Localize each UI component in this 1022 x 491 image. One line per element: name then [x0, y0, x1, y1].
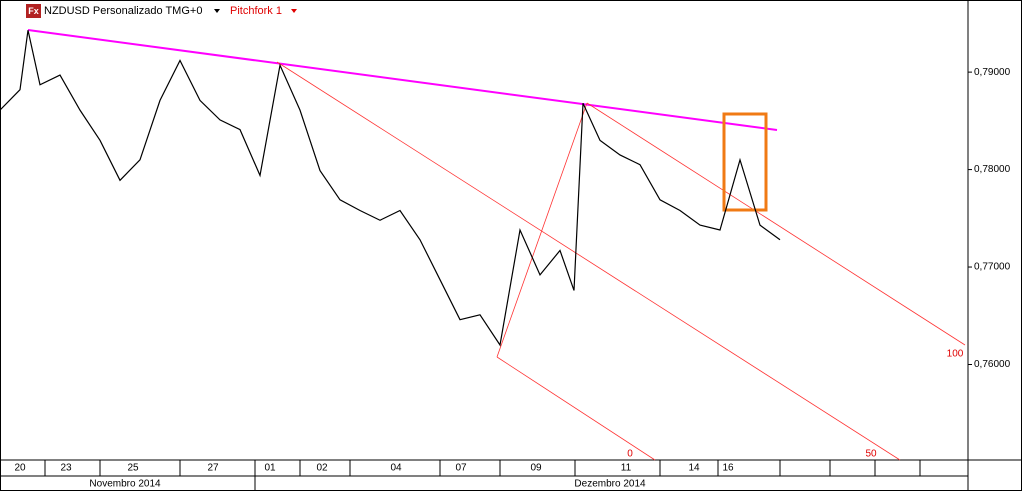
month-label: Novembro 2014 [89, 479, 161, 490]
x-tick-label: 01 [264, 463, 276, 474]
dropdown-arrow[interactable] [291, 9, 297, 13]
y-tick-label: 0,78000 [974, 164, 1011, 175]
y-tick-label: 0,77000 [974, 262, 1011, 273]
x-tick-label: 14 [688, 463, 700, 474]
price-line [0, 30, 781, 347]
icon: Fx [28, 6, 39, 16]
x-tick-label: 25 [127, 463, 139, 474]
x-tick-label: 27 [207, 463, 219, 474]
pitchfork-level: 0 [627, 449, 633, 460]
pitchfork-level: 50 [865, 449, 877, 460]
highlight-box [722, 112, 768, 212]
pitchfork [27, 29, 966, 461]
y-tick-label: 0,76000 [974, 359, 1011, 370]
y-tick-label: 0,79000 [974, 67, 1011, 78]
icon-box [26, 4, 41, 18]
time-separators [44, 460, 921, 491]
study-label[interactable]: Pitchfork 1 [230, 5, 282, 17]
symbol-label[interactable]: NZDUSD Personalizado TMG+0 [44, 5, 202, 17]
x-tick-label: 09 [530, 463, 542, 474]
month-label: Dezembro 2014 [574, 479, 646, 490]
x-tick-label: 04 [390, 463, 402, 474]
x-tick-label: 23 [60, 463, 72, 474]
x-tick-label: 07 [455, 463, 467, 474]
x-tick-label: 02 [316, 463, 328, 474]
x-tick-label: 11 [621, 463, 632, 474]
dropdown-arrow[interactable] [214, 9, 220, 13]
pitchfork-level: 100 [947, 349, 964, 360]
x-tick-label: 16 [722, 463, 734, 474]
x-tick-label: 20 [14, 463, 26, 474]
